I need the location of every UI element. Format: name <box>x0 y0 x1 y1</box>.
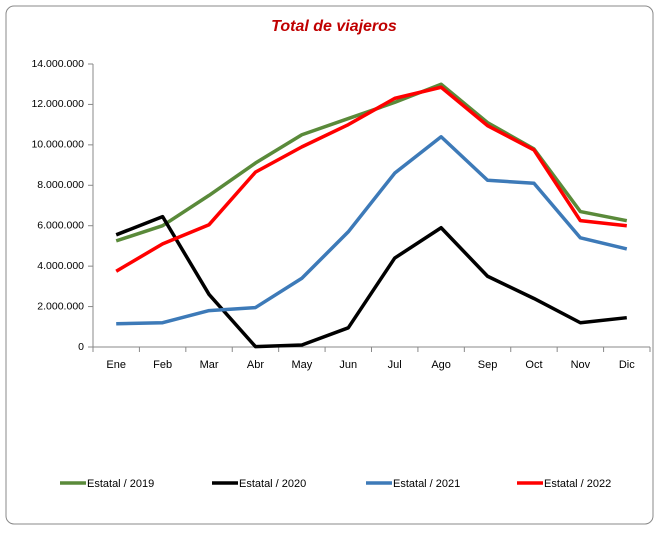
chart-title: Total de viajeros <box>271 18 397 35</box>
legend-label: Estatal / 2022 <box>544 478 611 490</box>
x-tick-label: Jun <box>339 359 357 371</box>
x-tick-label: Oct <box>525 359 542 371</box>
y-tick-label: 10.000.000 <box>31 139 84 151</box>
x-tick-label: Mar <box>200 359 219 371</box>
legend-label: Estatal / 2021 <box>393 478 460 490</box>
legend-label: Estatal / 2019 <box>87 478 154 490</box>
x-tick-label: May <box>291 359 312 371</box>
series-line <box>115 85 627 273</box>
x-tick-label: Nov <box>571 359 591 371</box>
x-tick-label: Abr <box>247 359 264 371</box>
y-tick-label: 6.000.000 <box>37 219 84 231</box>
series-line <box>115 214 627 349</box>
y-tick-label: 2.000.000 <box>37 300 84 312</box>
y-tick-label: 14.000.000 <box>31 58 84 70</box>
x-tick-label: Dic <box>619 359 635 371</box>
series-line <box>116 135 628 326</box>
x-tick-label: Ago <box>431 359 451 371</box>
y-tick-label: 4.000.000 <box>37 260 84 272</box>
x-tick-label: Ene <box>106 359 126 371</box>
y-tick-label: 12.000.000 <box>31 98 84 110</box>
legend-label: Estatal / 2020 <box>239 478 306 490</box>
chart-frame <box>5 5 654 525</box>
x-tick-label: Jul <box>388 359 402 371</box>
x-tick-label: Feb <box>153 359 172 371</box>
x-tick-label: Sep <box>478 359 498 371</box>
y-tick-label: 8.000.000 <box>37 179 84 191</box>
y-tick-label: 0 <box>78 341 84 353</box>
